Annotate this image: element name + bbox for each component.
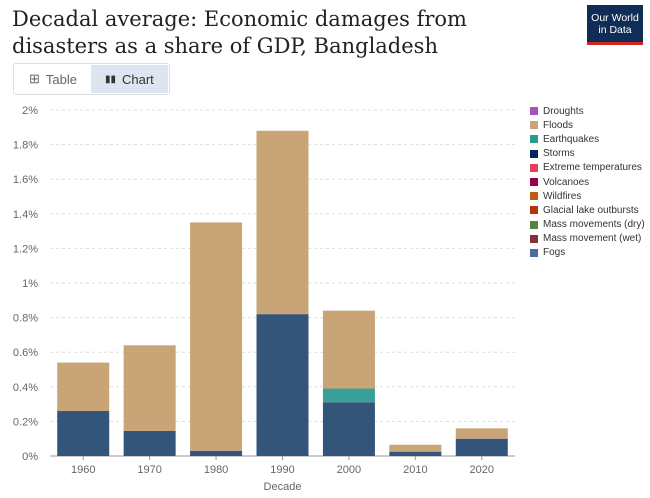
legend-swatch <box>530 234 538 243</box>
legend-label: Storms <box>543 148 575 160</box>
legend-swatch <box>530 206 538 215</box>
legend-item[interactable]: Mass movement (wet) <box>530 232 645 246</box>
legend-swatch <box>530 149 538 158</box>
legend-swatch <box>530 220 538 229</box>
x-tick-label: 1980 <box>204 464 228 476</box>
y-tick-label: 1.6% <box>13 174 38 186</box>
tab-chart-label: Chart <box>122 71 154 87</box>
legend-label: Extreme temperatures <box>543 162 642 174</box>
legend-label: Wildfires <box>543 190 582 202</box>
bar-storms-1970 <box>123 430 176 456</box>
legend-swatch <box>530 248 538 257</box>
legend-item[interactable]: Glacial lake outbursts <box>530 203 645 217</box>
y-tick-label: 0.8% <box>13 313 38 325</box>
y-tick-label: 1% <box>22 278 38 290</box>
tab-table[interactable]: ⊞ Table <box>15 65 91 93</box>
bar-earthquakes-2000 <box>322 388 375 403</box>
legend-item[interactable]: Floods <box>530 118 645 132</box>
bar-floods-1980 <box>190 222 243 451</box>
legend-swatch <box>530 178 538 187</box>
legend-label: Glacial lake outbursts <box>543 204 639 216</box>
y-tick-label: 0% <box>22 451 38 463</box>
bar-storms-1960 <box>57 411 110 456</box>
y-tick-label: 0.6% <box>13 347 38 359</box>
legend-label: Mass movements (dry) <box>543 219 645 231</box>
legend-item[interactable]: Fogs <box>530 246 645 260</box>
bar-floods-2020 <box>455 428 508 439</box>
legend-label: Droughts <box>543 105 584 117</box>
bar-storms-1980 <box>190 450 243 456</box>
legend-item[interactable]: Earthquakes <box>530 132 645 146</box>
legend-item[interactable]: Wildfires <box>530 189 645 203</box>
legend-label: Floods <box>543 119 574 131</box>
bar-floods-1990 <box>256 130 309 315</box>
bar-storms-2020 <box>455 438 508 456</box>
legend-item[interactable]: Volcanoes <box>530 175 645 189</box>
x-axis-label: Decade <box>264 481 302 493</box>
legend-swatch <box>530 107 538 116</box>
bar-floods-2010 <box>389 444 442 452</box>
y-tick-label: 1.2% <box>13 243 38 255</box>
bar-floods-2000 <box>322 310 375 389</box>
logo-line2: in Data <box>598 23 632 36</box>
legend-swatch <box>530 163 538 172</box>
x-tick-label: 1960 <box>71 464 95 476</box>
bar-storms-1990 <box>256 314 309 456</box>
tab-chart[interactable]: ▮▮ Chart <box>90 65 168 93</box>
bar-floods-1960 <box>57 362 110 412</box>
x-tick-label: 1970 <box>137 464 161 476</box>
legend: Droughts Floods Earthquakes Storms Extreme t… <box>530 104 645 260</box>
legend-item[interactable]: Droughts <box>530 104 645 118</box>
table-icon: ⊞ <box>29 71 40 86</box>
x-tick-label: 2000 <box>337 464 361 476</box>
legend-swatch <box>530 192 538 201</box>
owid-logo[interactable]: Our World in Data <box>587 5 643 45</box>
view-tabs: ⊞ Table ▮▮ Chart <box>13 63 170 95</box>
y-tick-label: 0.2% <box>13 416 38 428</box>
x-tick-label: 1990 <box>270 464 294 476</box>
legend-label: Fogs <box>543 247 566 259</box>
x-tick-label: 2010 <box>403 464 427 476</box>
legend-item[interactable]: Storms <box>530 147 645 161</box>
chart-title: Decadal average: Economic damages from d… <box>12 7 467 58</box>
y-tick-label: 1.4% <box>13 209 38 221</box>
bar-floods-1970 <box>123 345 176 431</box>
y-tick-label: 1.8% <box>13 140 38 152</box>
bar-storms-2000 <box>322 402 375 456</box>
legend-swatch <box>530 121 538 130</box>
bar-storms-2010 <box>389 451 442 456</box>
legend-label: Earthquakes <box>543 133 600 145</box>
legend-item[interactable]: Extreme temperatures <box>530 161 645 175</box>
legend-label: Mass movement (wet) <box>543 233 642 245</box>
bar-chart-icon: ▮▮ <box>104 73 116 85</box>
y-tick-label: 0.4% <box>13 382 38 394</box>
legend-item[interactable]: Mass movements (dry) <box>530 218 645 232</box>
legend-swatch <box>530 135 538 144</box>
x-tick-label: 2020 <box>470 464 494 476</box>
legend-label: Volcanoes <box>543 176 590 188</box>
logo-line1: Our World <box>591 11 639 24</box>
tab-table-label: Table <box>45 71 77 87</box>
y-tick-label: 2% <box>22 105 38 117</box>
